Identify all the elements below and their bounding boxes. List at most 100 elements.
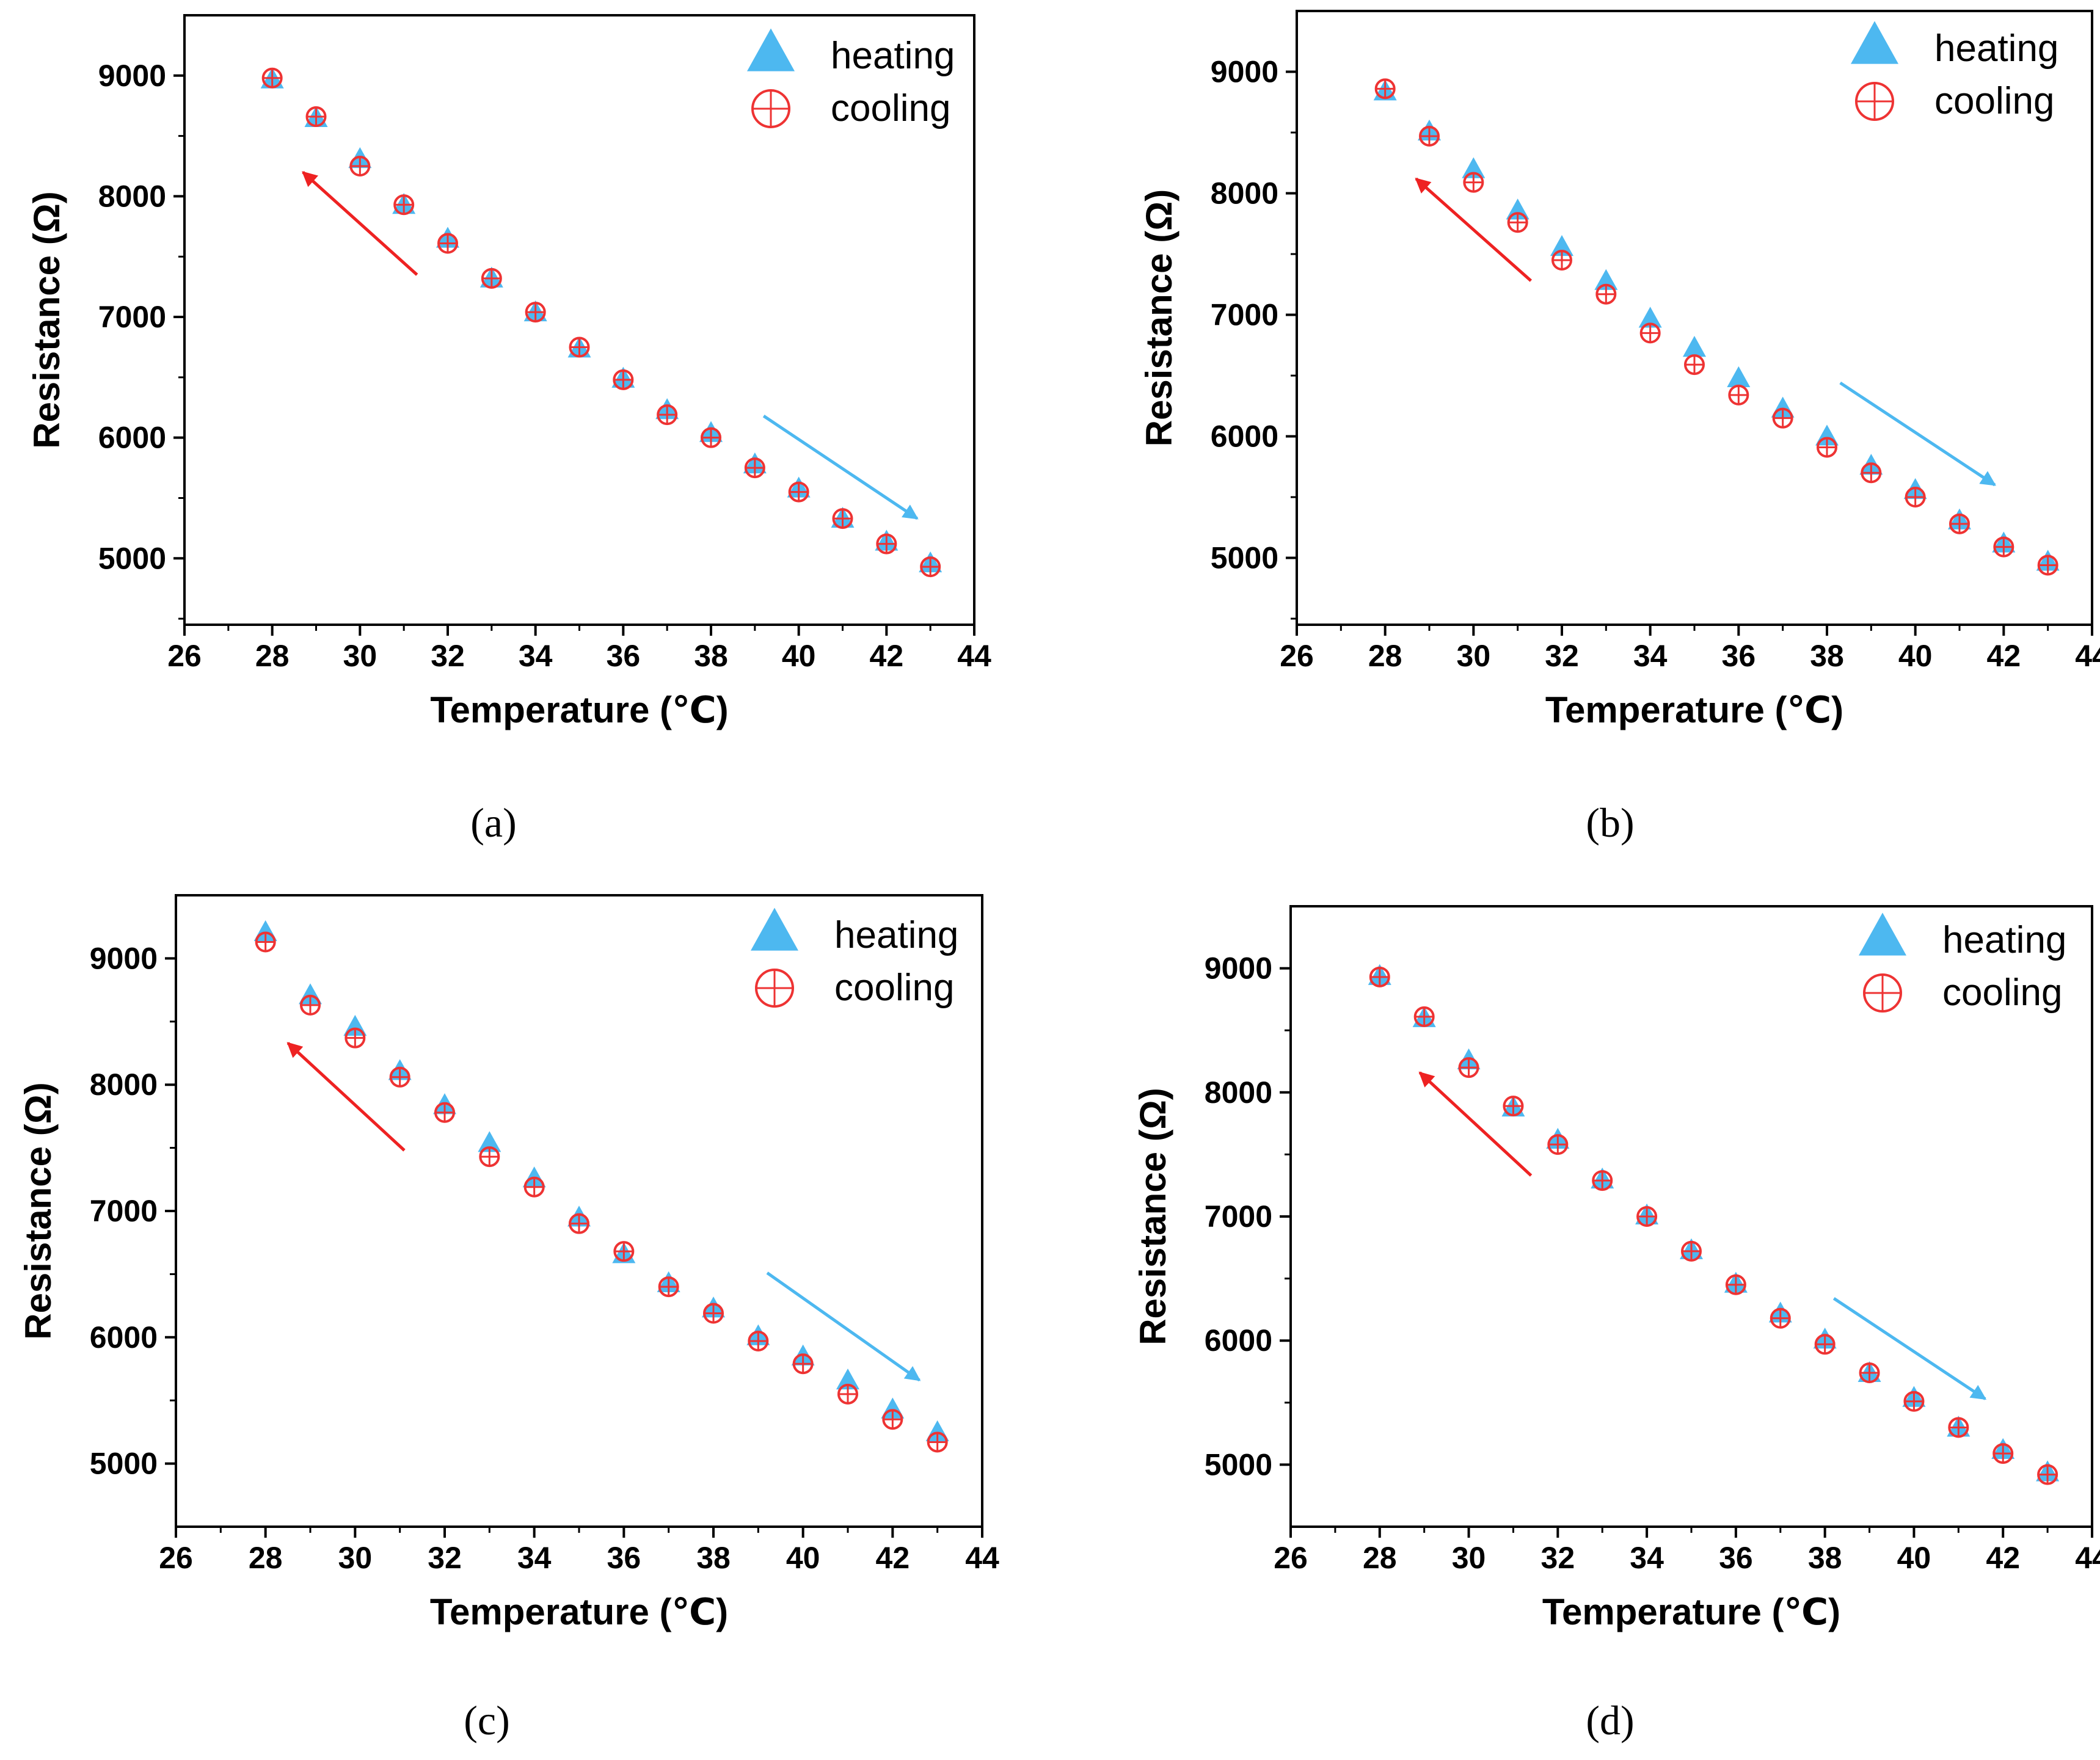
cooling-direction-arrow bbox=[1415, 177, 1533, 282]
cooling-point bbox=[1636, 1206, 1658, 1227]
cooling-point bbox=[2037, 1464, 2058, 1485]
cooling-point bbox=[748, 1331, 769, 1352]
x-tick-label: 28 bbox=[249, 1541, 283, 1575]
x-axis-title: Temperature (℃) bbox=[1545, 689, 1843, 730]
cooling-point bbox=[744, 457, 765, 479]
y-tick-label: 5000 bbox=[1205, 1447, 1272, 1482]
cooling-point bbox=[261, 67, 283, 89]
cooling-point bbox=[657, 404, 678, 426]
y-axis-title: Resistance (Ω) bbox=[1132, 1088, 1173, 1345]
y-tick-label: 6000 bbox=[90, 1320, 158, 1355]
x-tick-label: 32 bbox=[1541, 1541, 1575, 1575]
legend: heating cooling bbox=[1859, 912, 2066, 1014]
cooling-point bbox=[1374, 78, 1396, 100]
cooling-point bbox=[703, 1303, 724, 1324]
legend-heating-label: heating bbox=[831, 35, 955, 77]
cooling-point bbox=[876, 533, 897, 555]
x-axis-title: Temperature (℃) bbox=[430, 689, 728, 730]
cooling-point bbox=[1551, 249, 1572, 271]
y-tick-label: 6000 bbox=[1211, 420, 1278, 454]
cooling-point bbox=[1772, 407, 1793, 429]
cooling-point bbox=[434, 1102, 455, 1123]
y-tick-label: 6000 bbox=[1205, 1323, 1272, 1358]
x-tick-label: 30 bbox=[338, 1541, 373, 1575]
cooling-point bbox=[1419, 125, 1440, 147]
cooling-point bbox=[613, 369, 634, 390]
legend-heating-icon bbox=[751, 907, 798, 951]
y-tick-label: 7000 bbox=[90, 1194, 158, 1228]
x-tick-label: 44 bbox=[965, 1541, 999, 1575]
legend-heating-label: heating bbox=[834, 914, 958, 956]
x-tick-label: 32 bbox=[431, 639, 465, 673]
x-tick-label: 26 bbox=[1280, 639, 1314, 673]
cooling-point bbox=[1728, 384, 1749, 405]
x-tick-label: 44 bbox=[2075, 639, 2100, 673]
legend-heating-label: heating bbox=[1942, 919, 2066, 961]
cooling-point bbox=[1463, 172, 1484, 193]
x-tick-label: 28 bbox=[1363, 1541, 1397, 1575]
x-tick-label: 30 bbox=[1452, 1541, 1486, 1575]
y-tick-label: 9000 bbox=[90, 941, 158, 975]
x-tick-label: 38 bbox=[1810, 639, 1844, 673]
x-axis-title: Temperature (℃) bbox=[430, 1591, 728, 1632]
cooling-point bbox=[1503, 1096, 1524, 1117]
x-tick-label: 34 bbox=[1630, 1541, 1664, 1575]
legend-cooling-label: cooling bbox=[831, 87, 950, 129]
cooling-point bbox=[837, 1383, 858, 1405]
y-tick-label: 8000 bbox=[98, 179, 166, 213]
y-tick-label: 8000 bbox=[1211, 176, 1278, 211]
legend-cooling-icon bbox=[1855, 82, 1894, 121]
cooling-point bbox=[479, 1146, 500, 1168]
y-axis-title: Resistance (Ω) bbox=[26, 191, 67, 449]
cooling-point bbox=[1948, 1417, 1969, 1438]
legend-heating-label: heating bbox=[1934, 27, 2058, 70]
cooling-point bbox=[927, 1431, 948, 1453]
x-tick-label: 40 bbox=[1897, 1541, 1931, 1575]
cooling-point bbox=[1725, 1274, 1746, 1295]
x-tick-label: 28 bbox=[1368, 639, 1402, 673]
cooling-point bbox=[1992, 1443, 2014, 1464]
y-axis-title: Resistance (Ω) bbox=[18, 1082, 59, 1340]
legend-cooling-icon bbox=[1863, 973, 1902, 1013]
x-tick-label: 34 bbox=[1633, 639, 1668, 673]
cooling-point bbox=[1814, 1334, 1836, 1355]
y-tick-label: 8000 bbox=[1205, 1075, 1272, 1110]
cooling-point bbox=[658, 1276, 679, 1298]
heating-point bbox=[836, 1368, 859, 1390]
x-tick-label: 38 bbox=[1808, 1541, 1842, 1575]
x-tick-label: 44 bbox=[957, 639, 991, 673]
x-tick-label: 42 bbox=[1987, 639, 2021, 673]
cooling-point bbox=[255, 931, 276, 953]
y-tick-label: 5000 bbox=[1211, 541, 1278, 575]
x-tick-label: 38 bbox=[696, 1541, 731, 1575]
cooling-point bbox=[1458, 1057, 1479, 1078]
cooling-point bbox=[437, 233, 458, 254]
y-tick-label: 5000 bbox=[90, 1447, 158, 1481]
x-axis-title: Temperature (℃) bbox=[1542, 1591, 1840, 1632]
cooling-direction-arrow bbox=[286, 1042, 406, 1152]
x-tick-label: 40 bbox=[786, 1541, 820, 1575]
x-tick-label: 34 bbox=[517, 1541, 552, 1575]
cooling-point bbox=[882, 1409, 903, 1430]
legend-cooling-icon bbox=[751, 89, 790, 128]
cooling-direction-arrow bbox=[1418, 1071, 1533, 1177]
cooling-point bbox=[1639, 322, 1661, 344]
y-axis-title: Resistance (Ω) bbox=[1139, 189, 1179, 447]
chart-panel-b: 26 28 30 32 34 36 38 40 42 44 5000 6000 7000 8000 9000… bbox=[1139, 10, 2100, 846]
panel-caption: (c) bbox=[464, 1697, 509, 1744]
cooling-point bbox=[525, 302, 546, 323]
x-tick-label: 30 bbox=[1457, 639, 1491, 673]
cooling-point bbox=[345, 1027, 366, 1049]
cooling-point bbox=[920, 556, 941, 578]
cooling-point bbox=[1861, 462, 1882, 484]
y-tick-label: 7000 bbox=[1211, 298, 1278, 332]
x-tick-label: 32 bbox=[1545, 639, 1579, 673]
heating-direction-arrow bbox=[766, 1271, 921, 1382]
panel-caption: (b) bbox=[1586, 799, 1634, 846]
cooling-point bbox=[613, 1241, 635, 1262]
heating-point bbox=[1594, 269, 1618, 290]
cooling-point bbox=[389, 1066, 410, 1088]
x-tick-label: 36 bbox=[607, 639, 641, 673]
legend-heating-icon bbox=[1859, 912, 1906, 956]
